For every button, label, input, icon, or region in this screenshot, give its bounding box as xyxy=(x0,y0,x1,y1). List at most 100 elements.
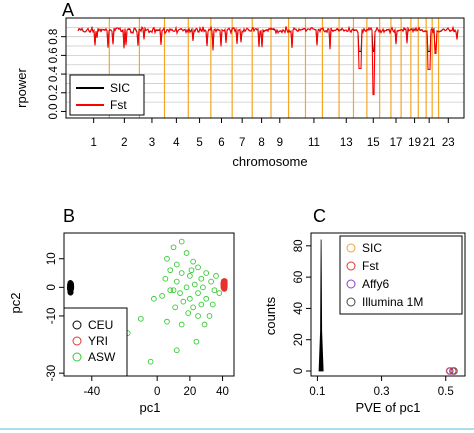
x-tick-label: 11 xyxy=(308,137,320,149)
x-tick-label: 0.3 xyxy=(374,386,390,398)
panel-a-legend: SIC Fst xyxy=(69,74,145,116)
legend-label-asw: ASW xyxy=(88,350,116,364)
x-tick-label: 7 xyxy=(239,137,245,149)
point-asw xyxy=(178,270,185,276)
y-tick-label: 0.6 xyxy=(48,47,60,63)
legend-marker-illumina xyxy=(346,297,356,307)
x-tick-label: 0 xyxy=(154,386,160,398)
pve-marker xyxy=(450,367,458,375)
legend-marker-ceu xyxy=(72,320,82,330)
point-asw xyxy=(190,304,196,311)
y-tick-label: 0.2 xyxy=(48,85,60,101)
y-tick-label: 0 xyxy=(293,368,305,374)
point-asw xyxy=(191,281,198,288)
point-asw xyxy=(213,273,219,279)
point-asw xyxy=(159,293,165,299)
point-asw xyxy=(183,250,190,256)
point-asw xyxy=(203,295,210,302)
panel-letter-a: A xyxy=(62,0,74,20)
point-asw xyxy=(167,267,174,274)
panel-c-markers xyxy=(445,367,458,375)
point-asw xyxy=(164,255,170,262)
x-tick-label: 8 xyxy=(258,137,264,149)
y-tick-label: 20 xyxy=(293,333,305,346)
panel-b-frame xyxy=(63,232,235,377)
legend-marker-sic xyxy=(346,243,356,253)
legend-label-yri: YRI xyxy=(88,334,108,348)
panel-a-chart: 0.00.20.40.60.8 1 2 3 4 5 6 7 8 9 11 13 15 17 19 21 23 … xyxy=(14,17,465,169)
point-asw xyxy=(178,238,185,245)
x-tick-label: -40 xyxy=(83,386,100,398)
y-tick-label: -30 xyxy=(46,365,58,382)
panel-c-y-axis: 0 20 40 60 80 xyxy=(293,239,311,374)
legend-marker-asw xyxy=(72,352,82,362)
point-asw xyxy=(195,290,201,296)
panel-b-legend-box xyxy=(63,307,128,377)
point-asw xyxy=(203,270,210,276)
legend-marker-affy6 xyxy=(346,279,356,289)
panel-b-x-label: pc1 xyxy=(140,400,161,415)
x-tick-label: 2 xyxy=(121,137,127,149)
point-asw xyxy=(173,347,180,354)
legend-label-fst: Fst xyxy=(110,98,127,112)
x-tick-label: 40 xyxy=(216,386,229,398)
y-tick-label: 60 xyxy=(293,271,305,284)
x-tick-label: 9 xyxy=(277,137,283,149)
legend-marker-fst xyxy=(346,261,356,271)
series-line-fst xyxy=(77,25,459,96)
point-asw xyxy=(164,318,170,325)
y-tick-label: 0.0 xyxy=(48,103,60,119)
panel-c-y-label: counts xyxy=(263,296,278,335)
x-tick-label: 20 xyxy=(183,386,196,398)
panel-a-chromosome-boundaries xyxy=(108,18,440,118)
point-yri xyxy=(221,285,227,292)
x-tick-label: 1 xyxy=(90,137,96,149)
panel-c-x-label: PVE of pc1 xyxy=(355,400,420,415)
point-asw xyxy=(211,287,218,294)
legend-marker-yri xyxy=(72,336,82,346)
point-asw xyxy=(208,278,214,285)
point-asw xyxy=(173,278,180,285)
y-tick-label: 0.8 xyxy=(48,29,60,45)
panel-b-points xyxy=(66,238,228,365)
point-asw xyxy=(170,244,177,251)
point-yri xyxy=(220,278,227,285)
panel-b-legend: CEU YRI ASW xyxy=(63,307,128,377)
point-asw xyxy=(198,275,205,282)
point-asw xyxy=(172,304,179,311)
point-asw xyxy=(187,273,193,279)
panel-c-legend: SIC Fst Affy6 Illumina 1M xyxy=(339,235,463,315)
legend-label-c-sic: SIC xyxy=(362,241,382,255)
x-tick-label: 6 xyxy=(218,137,224,149)
point-asw xyxy=(147,358,154,365)
x-tick-label: 13 xyxy=(340,137,353,149)
point-ceu xyxy=(67,286,74,292)
point-asw xyxy=(178,321,185,328)
y-tick-label: 0.4 xyxy=(48,65,60,82)
panel-letter-b: B xyxy=(63,206,75,226)
pve-marker xyxy=(446,367,454,375)
panel-a-frame xyxy=(65,17,465,119)
legend-label-c-fst: Fst xyxy=(362,259,379,273)
panel-c-x-axis: 0.1 0.3 0.5 xyxy=(309,376,454,398)
x-tick-label: 21 xyxy=(423,137,436,149)
point-asw xyxy=(195,264,201,271)
panel-c-frame xyxy=(310,232,466,377)
y-tick-label: 40 xyxy=(293,302,305,315)
point-asw xyxy=(188,267,195,274)
point-asw xyxy=(151,295,157,302)
point-asw xyxy=(162,275,169,282)
point-asw xyxy=(216,290,223,296)
panel-a-x-axis: 1 2 3 4 5 6 7 8 9 11 13 15 17 19 21 23 xyxy=(90,118,455,149)
point-asw xyxy=(206,313,213,319)
panel-a-legend-box xyxy=(69,74,145,116)
y-tick-label: 10 xyxy=(46,252,58,265)
point-asw xyxy=(187,295,193,302)
x-tick-label: 0.5 xyxy=(438,386,454,398)
panel-c-legend-box xyxy=(339,235,463,315)
point-asw xyxy=(190,258,196,265)
panel-letter-c: C xyxy=(313,206,326,226)
panel-a-y-label: rpower xyxy=(14,67,29,107)
x-tick-label: 19 xyxy=(408,137,421,149)
